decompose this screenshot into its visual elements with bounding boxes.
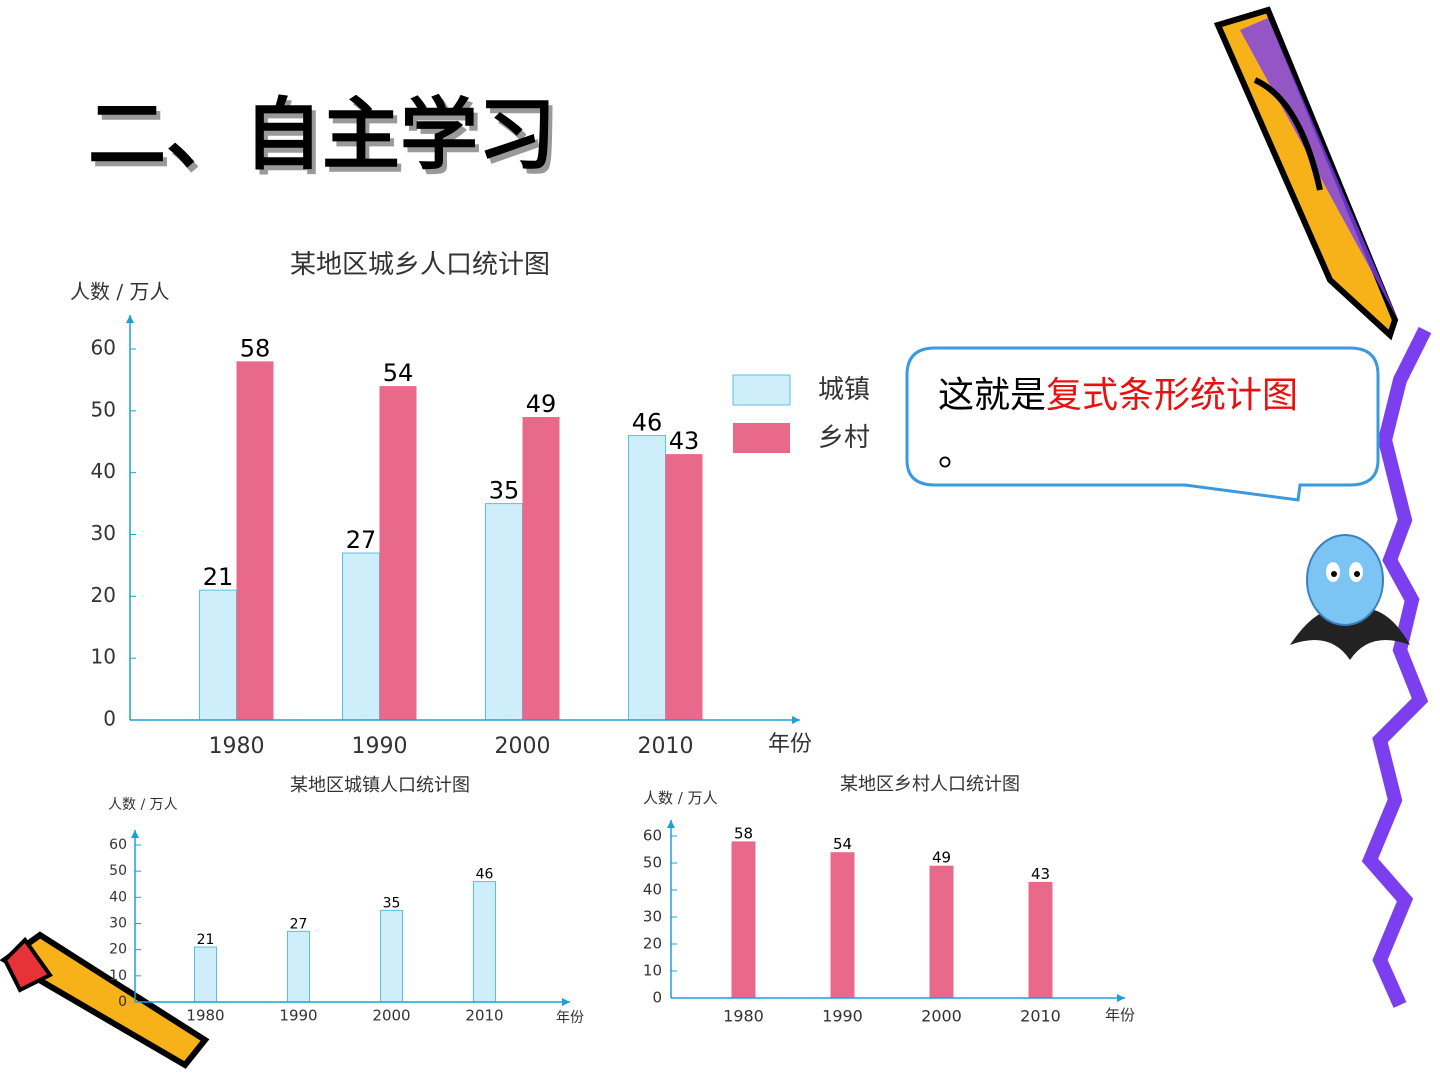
bar [628, 435, 666, 721]
x-tick-label: 1990 [352, 734, 408, 759]
x-axis-arrow [562, 998, 570, 1006]
x-tick-label: 2000 [372, 1007, 410, 1025]
value-label: 43 [1031, 865, 1050, 883]
mascot [1290, 534, 1410, 660]
x-tick-label: 2000 [921, 1007, 962, 1026]
bar [287, 930, 310, 1003]
value-label: 54 [833, 835, 852, 853]
y-tick-label: 30 [91, 521, 116, 545]
x-tick-label: 1980 [209, 734, 265, 759]
y-tick-label: 20 [643, 935, 662, 953]
y-tick-label: 30 [643, 908, 662, 926]
legend-label: 乡村 [818, 423, 870, 453]
value-label: 58 [240, 334, 271, 362]
chart-title: 某地区乡村人口统计图 [840, 774, 1020, 795]
bar [380, 909, 403, 1003]
callout-red: 复式条形统计图 [1046, 375, 1298, 416]
value-label: 27 [290, 916, 308, 932]
bar [665, 454, 703, 720]
slide-title-shadow: 二、自主学习 [92, 95, 560, 185]
value-label: 58 [734, 824, 753, 842]
bar [199, 589, 237, 721]
legend-label: 城镇 [818, 375, 870, 405]
y-tick-label: 30 [109, 916, 127, 932]
y-tick-label: 0 [652, 989, 662, 1007]
value-label: 46 [476, 867, 494, 883]
y-tick-label: 60 [643, 827, 662, 845]
x-axis-label: 年份 [556, 1010, 584, 1026]
y-axis-arrow [126, 315, 134, 323]
value-label: 35 [489, 477, 520, 505]
y-axis-arrow [667, 820, 675, 828]
callout-period: 。 [938, 433, 974, 474]
x-axis-arrow [792, 716, 800, 724]
slide-title: 二、自主学习 [88, 90, 556, 180]
zigzag-decoration [1361, 326, 1432, 1008]
y-tick-label: 50 [109, 863, 127, 879]
bar [485, 503, 523, 721]
bar [929, 865, 954, 998]
callout-text: 这就是复式条形统计图 [938, 375, 1298, 416]
x-tick-label: 2010 [638, 734, 694, 759]
value-label: 46 [632, 409, 663, 437]
y-tick-label: 40 [109, 889, 127, 905]
y-tick-label: 10 [643, 962, 662, 980]
y-axis-label: 人数 / 万人 [108, 797, 178, 813]
value-label: 21 [203, 563, 234, 591]
x-axis-arrow [1117, 994, 1125, 1002]
x-tick-label: 2010 [465, 1007, 503, 1025]
bar [379, 386, 417, 720]
value-label: 27 [346, 526, 377, 554]
bar [473, 881, 496, 1003]
x-tick-label: 1990 [279, 1007, 317, 1025]
pencil-bottom-left [0, 931, 210, 1069]
value-label: 35 [383, 895, 401, 911]
y-tick-label: 20 [91, 583, 116, 607]
bar [194, 946, 217, 1003]
y-tick-label: 50 [643, 854, 662, 872]
bar [236, 361, 274, 720]
bar [342, 552, 380, 721]
chart-title: 某地区城乡人口统计图 [290, 250, 550, 280]
y-tick-label: 10 [109, 968, 127, 984]
callout-black: 这就是 [938, 375, 1046, 416]
callout-bubble [905, 346, 1380, 502]
bar [830, 852, 855, 998]
y-tick-label: 0 [118, 994, 127, 1010]
y-tick-label: 60 [109, 837, 127, 853]
chart-title: 某地区城镇人口统计图 [290, 775, 470, 796]
y-axis-arrow [131, 830, 139, 838]
x-tick-label: 1990 [822, 1007, 863, 1026]
x-tick-label: 2010 [1020, 1007, 1061, 1026]
y-tick-label: 40 [91, 459, 116, 483]
legend-swatch [733, 423, 790, 453]
x-axis-label: 年份 [1105, 1006, 1135, 1024]
bar [522, 417, 560, 720]
y-axis-label: 人数 / 万人 [70, 280, 169, 304]
y-tick-label: 10 [91, 645, 116, 669]
y-tick-label: 0 [103, 707, 116, 731]
value-label: 54 [383, 359, 414, 387]
x-tick-label: 1980 [186, 1007, 224, 1025]
value-label: 49 [526, 390, 557, 418]
x-tick-label: 2000 [495, 734, 551, 759]
value-label: 49 [932, 849, 951, 867]
bar [1028, 881, 1053, 998]
y-tick-label: 60 [91, 336, 116, 360]
pencil-top-right [1213, 6, 1399, 341]
bar [731, 841, 756, 998]
y-tick-label: 40 [643, 881, 662, 899]
value-label: 21 [197, 932, 215, 948]
x-axis-label: 年份 [768, 732, 812, 757]
x-tick-label: 1980 [723, 1007, 764, 1026]
y-tick-label: 20 [109, 942, 127, 958]
y-tick-label: 50 [91, 397, 116, 421]
y-axis-label: 人数 / 万人 [643, 789, 718, 807]
value-label: 43 [669, 427, 700, 455]
legend-swatch [732, 374, 791, 406]
